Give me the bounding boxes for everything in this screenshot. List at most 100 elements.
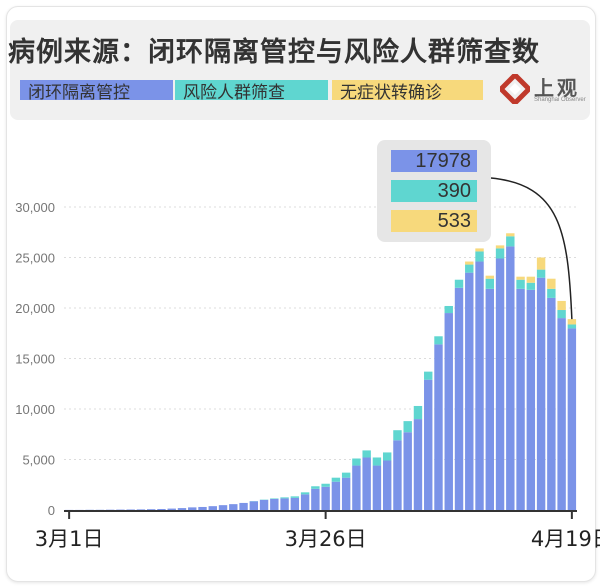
bar-segment-closed-loop xyxy=(239,502,248,510)
tooltip: 17978 390 533 xyxy=(377,140,491,242)
bar-segment-closed-loop xyxy=(126,509,135,510)
bar-segment-closed-loop xyxy=(136,509,146,510)
x-tick-label: 4月19日 xyxy=(531,527,600,551)
bar-segment-risk-screening xyxy=(516,279,525,289)
logo-subtitle: Shanghai Observer xyxy=(534,97,586,103)
bar-segment-risk-screening xyxy=(444,305,453,314)
bar-segment-closed-loop xyxy=(362,457,371,510)
bar-segment-closed-loop xyxy=(382,460,392,510)
bar-segment-closed-loop xyxy=(259,499,269,510)
logo-name: 上观 xyxy=(534,76,580,100)
bar-segment-asymptomatic xyxy=(485,275,494,279)
bar-segment-asymptomatic xyxy=(495,245,505,249)
y-tick-label: 15,000 xyxy=(15,352,55,367)
bar-segment-risk-screening xyxy=(362,450,371,458)
bar-segment-risk-screening xyxy=(413,405,423,420)
x-tick-label: 3月1日 xyxy=(35,527,104,551)
bar-segment-closed-loop xyxy=(495,258,505,510)
y-tick-label: 30,000 xyxy=(15,200,55,215)
bar-segment-closed-loop xyxy=(506,246,515,510)
bar-segment-risk-screening xyxy=(557,310,566,319)
bar-segment-risk-screening xyxy=(485,278,494,289)
bar-segment-closed-loop xyxy=(536,277,546,510)
bar-segment-closed-loop xyxy=(218,505,228,510)
bar-segment-closed-loop xyxy=(516,288,525,510)
bar-segment-asymptomatic xyxy=(567,319,577,325)
bar-segment-asymptomatic xyxy=(536,257,546,270)
bar-segment-closed-loop xyxy=(249,501,259,510)
bar-segment-asymptomatic xyxy=(516,276,525,280)
bar-segment-closed-loop xyxy=(208,506,217,510)
bar-segment-closed-loop xyxy=(198,506,207,510)
bar-segment-closed-loop xyxy=(341,477,351,510)
bar-segment-risk-screening xyxy=(393,430,402,441)
bar-segment-closed-loop xyxy=(147,509,156,510)
tooltip-leader-line xyxy=(490,177,573,320)
y-tick-label: 10,000 xyxy=(15,402,55,417)
bar-segment-risk-screening xyxy=(495,248,505,259)
tooltip-value-asymptomatic: 533 xyxy=(391,210,477,232)
bar-segment-closed-loop xyxy=(352,465,361,510)
y-tick-label: 20,000 xyxy=(15,301,55,316)
bar-segment-closed-loop xyxy=(372,465,382,510)
bar-segment-closed-loop xyxy=(280,498,289,510)
bar-segment-closed-loop xyxy=(393,440,402,510)
bar-segment-risk-screening xyxy=(547,288,556,298)
bar-segment-closed-loop xyxy=(567,328,577,510)
bar-segment-risk-screening xyxy=(300,492,310,495)
bar-segment-closed-loop xyxy=(177,508,187,510)
bar-segment-asymptomatic xyxy=(547,278,556,289)
tooltip-value-closed-loop: 17978 xyxy=(391,150,477,172)
bar-segment-closed-loop xyxy=(485,288,494,510)
bar-segment-risk-screening xyxy=(331,477,341,482)
bar-segment-risk-screening xyxy=(434,336,443,345)
bar-segment-asymptomatic xyxy=(557,300,566,311)
bar-segment-closed-loop xyxy=(188,507,197,510)
bar-segment-closed-loop xyxy=(270,498,279,510)
bar-segment-risk-screening xyxy=(475,251,484,262)
bar-segment-risk-screening xyxy=(321,483,330,487)
legend-item-asymptomatic: 无症状转确诊 xyxy=(332,80,483,103)
tooltip-value-risk-screening: 390 xyxy=(391,180,477,202)
bar-segment-risk-screening xyxy=(372,457,382,466)
bar-segment-closed-loop xyxy=(413,419,423,510)
bar-segment-asymptomatic xyxy=(465,261,474,265)
bar-segment-risk-screening xyxy=(382,452,392,461)
bar-segment-closed-loop xyxy=(300,494,310,510)
bar-segment-asymptomatic xyxy=(506,233,515,237)
bar-segment-closed-loop xyxy=(454,287,464,510)
logo-mark-icon xyxy=(500,74,530,104)
bar-segment-risk-screening xyxy=(403,421,412,433)
legend-item-risk-screening: 风险人群筛查 xyxy=(175,80,328,103)
bar-segment-closed-loop xyxy=(167,508,176,510)
bar-segment-risk-screening xyxy=(341,472,351,478)
bar-segment-risk-screening xyxy=(280,497,289,499)
bar-segment-risk-screening xyxy=(465,264,474,273)
bar-segment-closed-loop xyxy=(465,272,474,510)
shanghai-observer-logo: 上观 Shanghai Observer xyxy=(500,72,590,108)
bar-segment-closed-loop xyxy=(229,504,238,510)
bar-segment-closed-loop xyxy=(547,297,556,510)
header-panel xyxy=(10,20,590,120)
bar-segment-closed-loop xyxy=(526,289,536,510)
bar-segment-closed-loop xyxy=(157,508,166,510)
chart-title: 病例来源：闭环隔离管控与风险人群筛查数 xyxy=(8,37,540,68)
bar-segment-closed-loop xyxy=(311,488,320,510)
bar-segment-closed-loop xyxy=(331,481,341,510)
bar-segment-closed-loop xyxy=(424,379,433,510)
bar-segment-closed-loop xyxy=(444,313,453,510)
bar-segment-closed-loop xyxy=(321,486,330,510)
y-tick-label: 25,000 xyxy=(15,251,55,266)
x-tick-label: 3月26日 xyxy=(285,527,367,551)
legend-item-closed-loop: 闭环隔离管控 xyxy=(20,80,173,103)
bar-segment-risk-screening xyxy=(567,324,577,329)
bar-segment-closed-loop xyxy=(475,261,484,510)
bar-segment-closed-loop xyxy=(557,318,566,510)
bar-segment-risk-screening xyxy=(424,371,433,380)
bar-segment-closed-loop xyxy=(403,432,412,510)
bar-segment-risk-screening xyxy=(454,279,464,288)
bar-segment-risk-screening xyxy=(270,498,279,499)
bar-segment-risk-screening xyxy=(352,458,361,466)
bar-segment-risk-screening xyxy=(290,496,300,498)
